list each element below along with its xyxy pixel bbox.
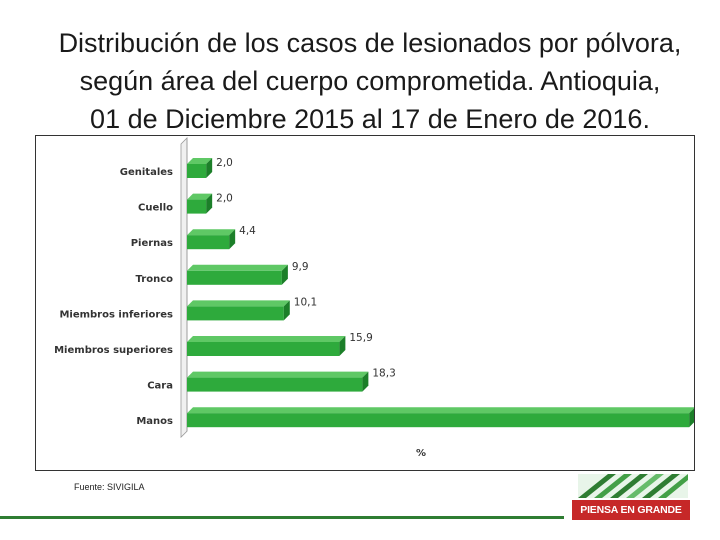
title-line-1: Distribución de los casos de lesionados … <box>58 28 682 58</box>
axis-wall <box>180 137 188 439</box>
title-line-3: 01 de Diciembre 2015 al 17 de Enero de 2… <box>90 104 650 134</box>
chart-frame: Genitales 2,0 Cuello 2,0 Piernas 4,4 Tronco 9,9… <box>35 135 720 471</box>
logo-text: PIENSA EN GRANDE <box>572 500 690 520</box>
bar <box>187 235 230 250</box>
value-label: 4,4 <box>239 225 256 237</box>
value-label: 15,9 <box>349 332 372 344</box>
bar-top <box>187 336 346 342</box>
bar-top <box>187 264 288 271</box>
value-label: 18,3 <box>372 368 395 380</box>
bar-side <box>362 371 369 392</box>
bar-side <box>206 158 213 178</box>
value-label: 2,0 <box>216 193 233 205</box>
bar-side <box>206 193 213 214</box>
bar <box>187 377 363 392</box>
bar-side <box>281 264 288 285</box>
bar-side <box>339 336 346 356</box>
chart-title: Distribución de los casos de lesionados … <box>40 24 700 138</box>
bar-side <box>229 229 236 250</box>
bar-side <box>689 407 696 428</box>
bar-top <box>187 158 213 164</box>
bar <box>187 270 282 285</box>
category-label: Miembros inferiores <box>59 309 173 320</box>
value-label: 2,0 <box>216 157 233 169</box>
source-note: Fuente: SIVIGILA <box>74 482 145 492</box>
bar <box>187 199 207 214</box>
category-label: Manos <box>136 416 173 427</box>
footer-line <box>0 516 564 519</box>
category-label: Cuello <box>138 203 173 214</box>
category-label: Tronco <box>136 274 174 285</box>
title-line-2: según área del cuerpo comprometida. Anti… <box>79 66 661 96</box>
category-label: Piernas <box>131 238 173 249</box>
bar-chart: Genitales 2,0 Cuello 2,0 Piernas 4,4 Tronco 9,9… <box>54 137 720 459</box>
category-label: Miembros superiores <box>54 345 173 356</box>
bar-side <box>283 300 290 321</box>
bar-top <box>187 371 369 378</box>
category-label: Genitales <box>120 167 173 178</box>
bar-top <box>187 193 213 200</box>
value-label: 10,1 <box>294 296 317 308</box>
x-axis-label: % <box>416 448 426 459</box>
bar-top <box>187 300 290 307</box>
bar-top <box>187 407 696 414</box>
logo: PIENSA EN GRANDE <box>572 474 690 520</box>
logo-stripes-icon <box>578 474 688 498</box>
bar <box>187 342 340 356</box>
bar <box>187 164 207 178</box>
category-label: Cara <box>147 381 173 392</box>
bar-top <box>187 229 236 236</box>
bar <box>187 413 690 428</box>
bar <box>187 306 284 321</box>
value-label: 9,9 <box>292 261 309 273</box>
